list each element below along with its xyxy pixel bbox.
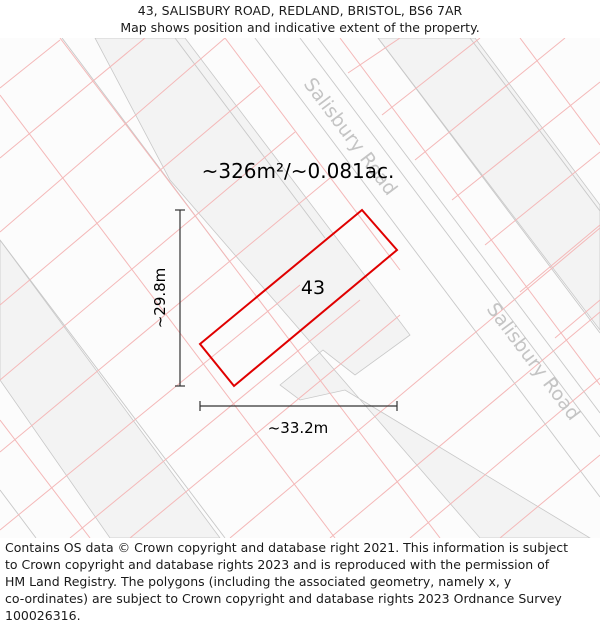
building-blocks xyxy=(0,38,600,538)
copyright-line: to Crown copyright and database rights 2… xyxy=(5,557,550,572)
road-edges xyxy=(0,38,600,538)
plot-number-label: 43 xyxy=(301,277,325,299)
parcel-lines xyxy=(0,38,600,538)
area-label: ~326m²/~0.081ac. xyxy=(202,159,395,183)
copyright-line: Contains OS data © Crown copyright and d… xyxy=(5,540,569,555)
copyright-line: 100026316. xyxy=(5,608,81,623)
width-dimension-label: ~33.2m xyxy=(268,419,329,437)
property-map[interactable]: Salisbury Road Salisbury Road ~326m²/~0.… xyxy=(0,38,600,538)
width-dimension-line xyxy=(199,401,398,411)
map-subtitle: Map shows position and indicative extent… xyxy=(120,20,480,35)
map-header: 43, SALISBURY ROAD, REDLAND, BRISTOL, BS… xyxy=(0,0,600,38)
garden-areas xyxy=(0,38,60,120)
copyright-line: HM Land Registry. The polygons (includin… xyxy=(5,574,512,589)
street-label-lower: Salisbury Road xyxy=(482,299,584,425)
height-dimension-label: ~29.8m xyxy=(151,268,169,329)
copyright-line: co-ordinates) are subject to Crown copyr… xyxy=(5,591,562,606)
copyright-notice: Contains OS data © Crown copyright and d… xyxy=(5,539,597,624)
height-dimension-line xyxy=(175,209,185,387)
property-address: 43, SALISBURY ROAD, REDLAND, BRISTOL, BS… xyxy=(137,3,463,18)
property-boundary[interactable] xyxy=(198,208,399,388)
